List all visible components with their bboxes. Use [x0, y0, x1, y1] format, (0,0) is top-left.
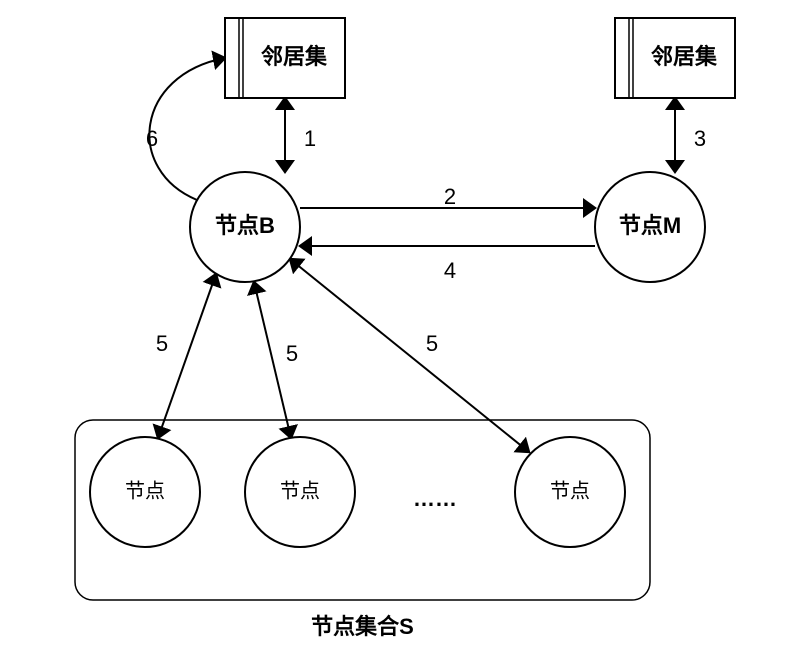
edge-label-e6: 6	[146, 126, 158, 151]
edge-label-e1: 1	[304, 126, 316, 151]
neighbor_left-label: 邻居集	[261, 44, 328, 69]
edge-e5c	[290, 259, 529, 452]
ellipsis-dots: ……	[413, 486, 457, 511]
node-set-s-label: 节点集合S	[311, 614, 414, 639]
s1-label: 节点	[125, 479, 165, 502]
edge-e5a	[158, 274, 216, 438]
neighbor_right-label: 邻居集	[651, 44, 718, 69]
edge-label-e4: 4	[444, 258, 456, 283]
s3-label: 节点	[550, 479, 590, 502]
neighbor_right: 邻居集	[615, 18, 735, 98]
s2-label: 节点	[280, 479, 320, 502]
neighbor_left: 邻居集	[225, 18, 345, 98]
node_m-label: 节点M	[619, 213, 681, 238]
edge-e6	[149, 58, 225, 200]
edge-label-e5b: 5	[286, 341, 298, 366]
edge-label-e5a: 5	[156, 331, 168, 356]
edge-label-e2: 2	[444, 184, 456, 209]
edge-label-e3: 3	[694, 126, 706, 151]
node_b-label: 节点B	[215, 213, 275, 238]
edge-label-e5c: 5	[426, 331, 438, 356]
